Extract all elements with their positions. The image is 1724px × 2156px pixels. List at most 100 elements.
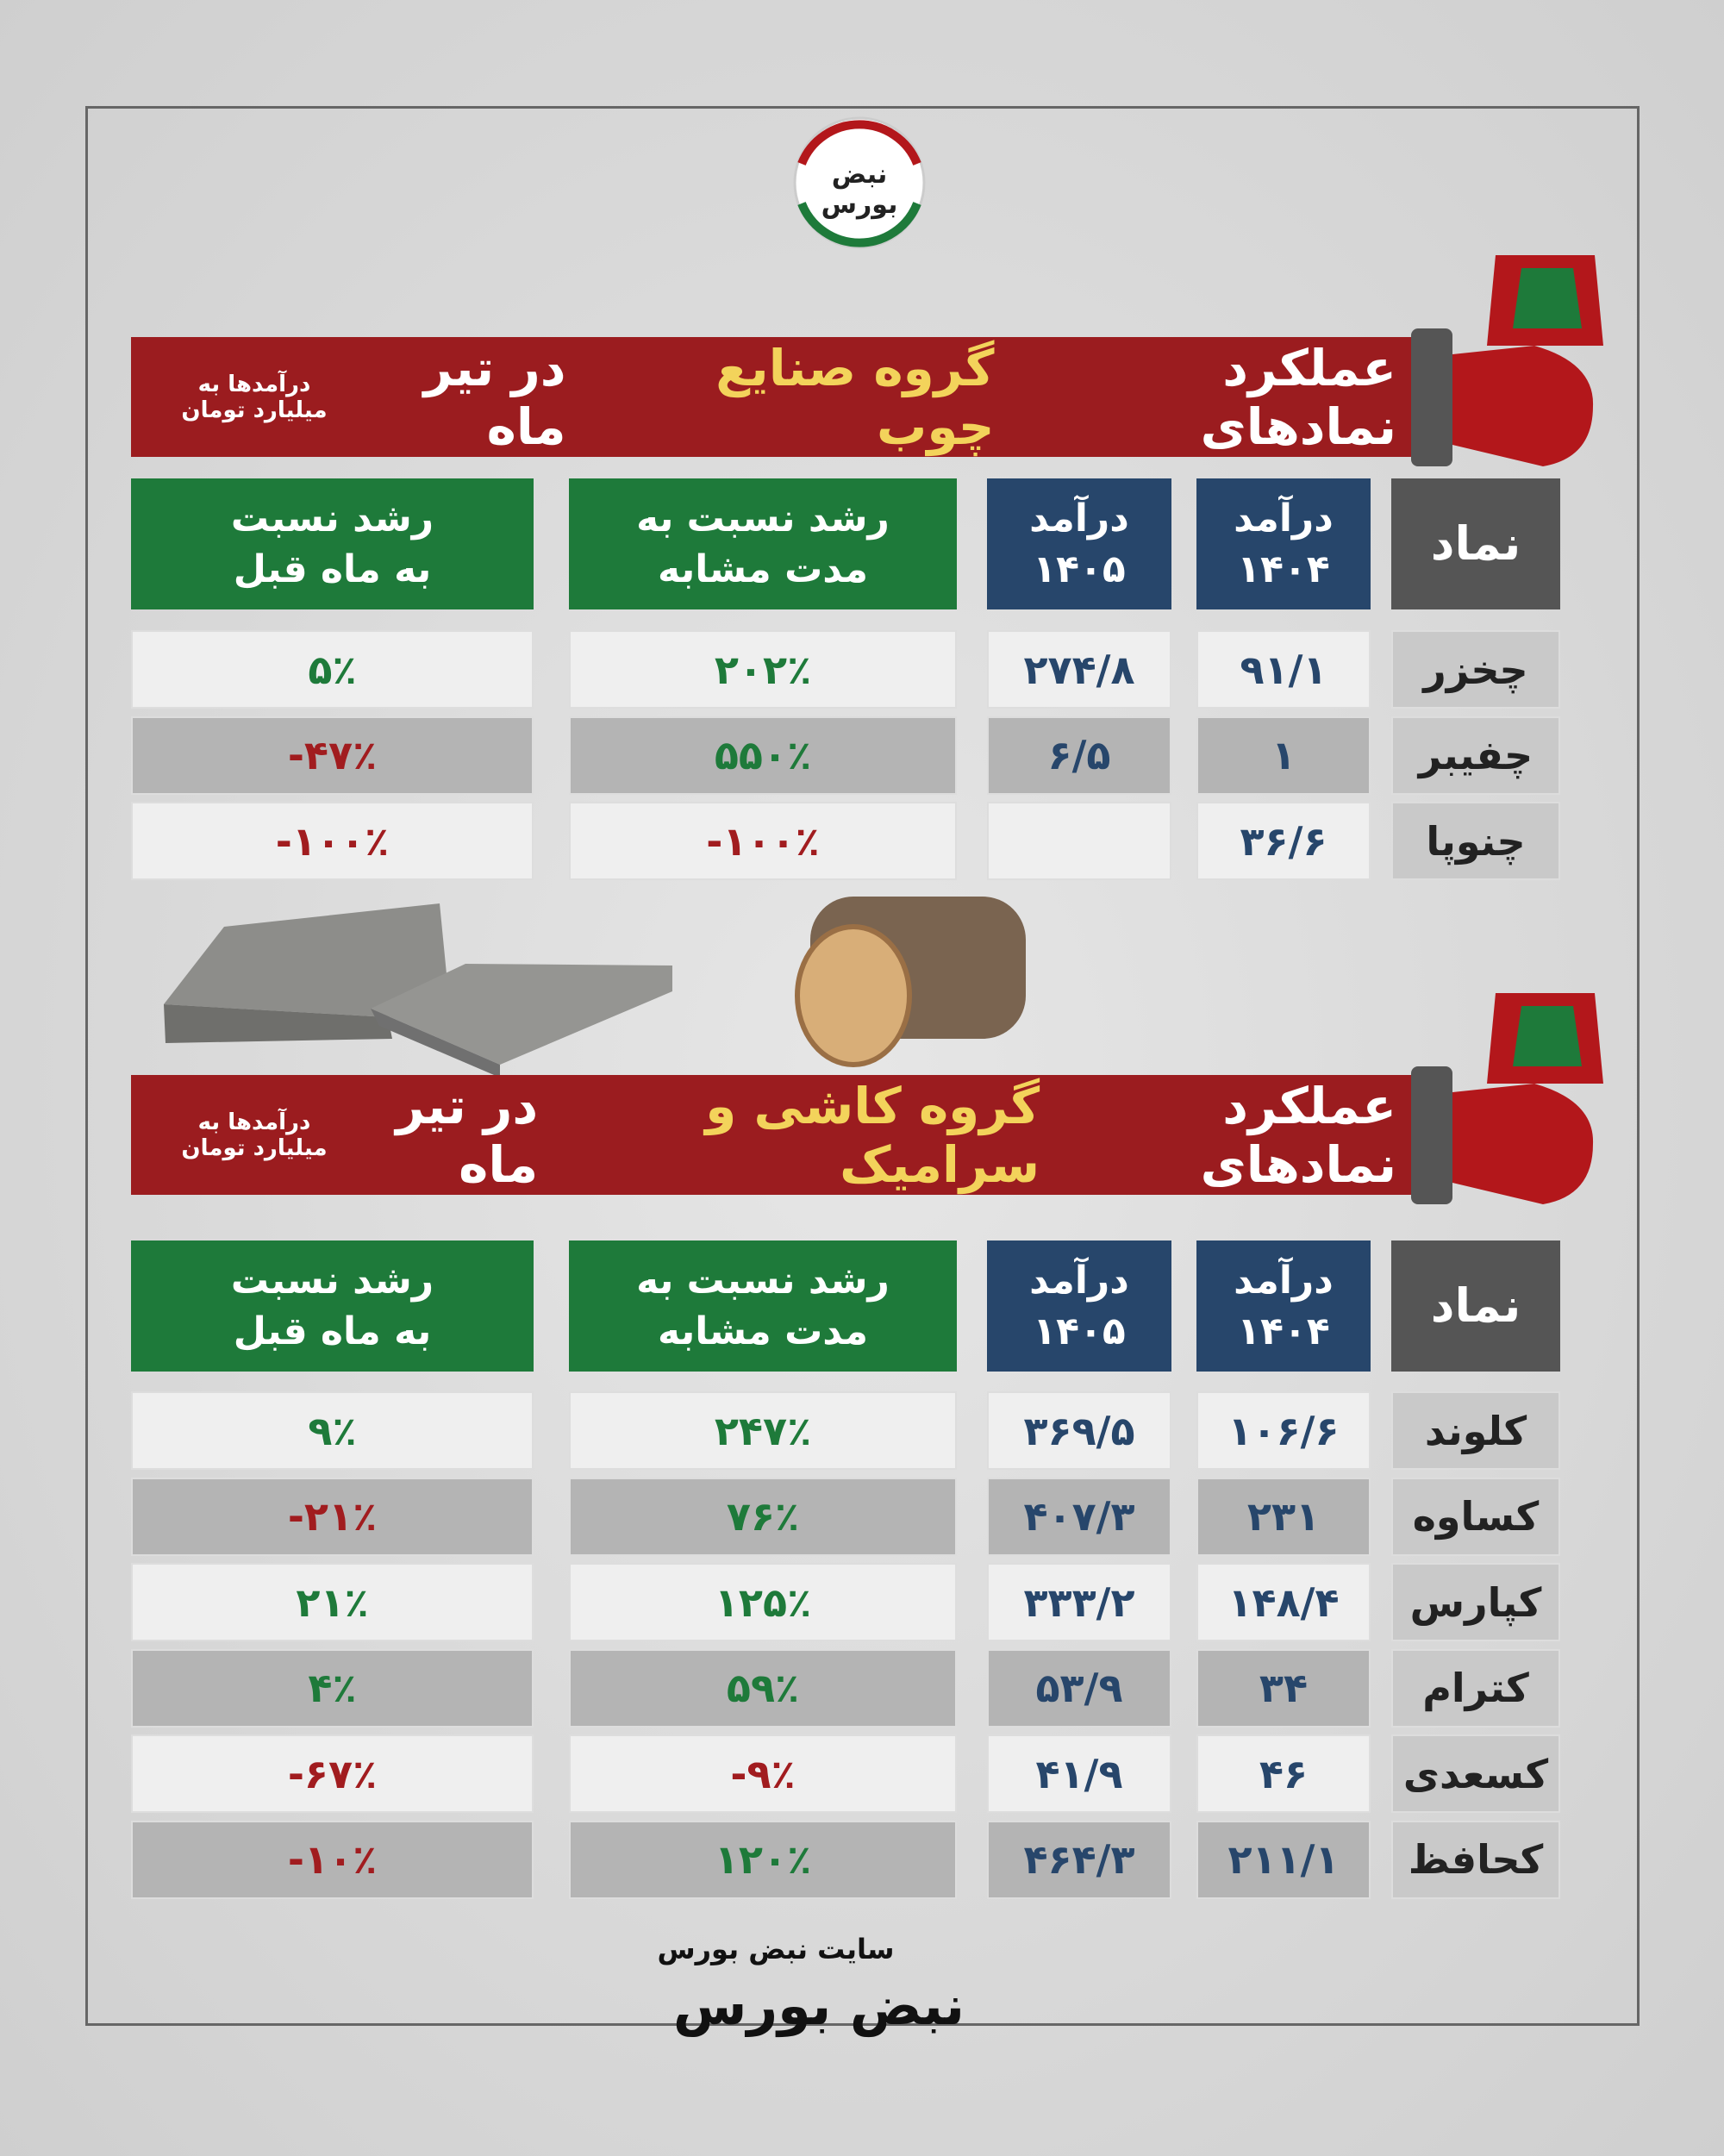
value-cell: -۱۰۰٪ (569, 802, 957, 880)
value-cell: -۱۰٪ (131, 1820, 534, 1899)
value-cell: ۳۴ (1196, 1648, 1371, 1728)
banner-note: درآمدها به میلیارد تومان (172, 359, 336, 436)
value-cell: ۱۴۸/۴ (1196, 1563, 1371, 1641)
symbol-cell: کسعدی (1391, 1734, 1560, 1813)
header-line: رشد نسبت (230, 1258, 434, 1303)
value-cell: ۴۶۴/۳ (987, 1820, 1171, 1899)
column-header: رشد نسبت به ماه قبل (131, 1240, 534, 1372)
value-cell: ۷۶٪ (569, 1477, 957, 1556)
title-part: در تیر ماه (423, 338, 566, 456)
header-line: ۱۴۰۵ (1033, 1309, 1126, 1353)
column-header: درآمد ۱۴۰۵ (987, 478, 1171, 609)
value-cell: ۱ (1196, 716, 1371, 795)
note-line: درآمدها به (197, 1109, 311, 1135)
header-line: مدت مشابه (658, 547, 868, 591)
title-part: در تیر ماه (396, 1076, 539, 1194)
value-cell: -۱۰۰٪ (131, 802, 534, 880)
value-cell: ۳۶/۶ (1196, 802, 1371, 880)
hand-cuff (1411, 328, 1452, 466)
value-cell: ۱۲۵٪ (569, 1563, 957, 1641)
value-cell: ۱۰۶/۶ (1196, 1391, 1371, 1470)
column-header: رشد نسبت به ماه قبل (131, 478, 534, 609)
column-header: درآمد ۱۴۰۵ (987, 1240, 1171, 1372)
note-line: میلیارد تومان (181, 1135, 328, 1161)
column-header: نماد (1391, 1240, 1560, 1372)
title-part: عملکرد نمادهای (1200, 1076, 1396, 1194)
value-cell: ۲۳۱ (1196, 1477, 1371, 1556)
header-line: به ماه قبل (233, 547, 432, 591)
tag-inner (1513, 1006, 1582, 1066)
value-cell: ۲۴۷٪ (569, 1391, 957, 1470)
value-cell: ۳۳۳/۲ (987, 1563, 1171, 1641)
value-cell: -۹٪ (569, 1734, 957, 1813)
column-header: درآمد ۱۴۰۴ (1196, 478, 1371, 609)
symbol-cell: کترام (1391, 1648, 1560, 1728)
value-cell: ۱۲۰٪ (569, 1820, 957, 1899)
frame (85, 106, 1640, 2026)
banner-note: درآمدها به میلیارد تومان (172, 1097, 336, 1174)
header-line: رشد نسبت به (636, 496, 890, 541)
banner-title: عملکرد نمادهای گروه کاشی و سرامیک در تیر م… (328, 1075, 1396, 1195)
symbol-cell: چنوپا (1391, 802, 1560, 880)
title-part: گروه کاشی و سرامیک (705, 1076, 1040, 1194)
footer-site: سایت نبض بورس (657, 1933, 895, 1965)
value-cell: ۵۹٪ (569, 1648, 957, 1728)
header-line: مدت مشابه (658, 1309, 868, 1353)
symbol-cell: کساوه (1391, 1477, 1560, 1556)
header-line: ۱۴۰۵ (1033, 547, 1126, 591)
header-line: رشد نسبت (230, 496, 434, 541)
value-cell: ۴۱/۹ (987, 1734, 1171, 1813)
column-header: رشد نسبت به مدت مشابه (569, 478, 957, 609)
header-line: رشد نسبت به (636, 1258, 890, 1303)
value-cell: ۶/۵ (987, 716, 1171, 795)
title-part: عملکرد نمادهای (1200, 338, 1396, 456)
value-cell: ۳۶۹/۵ (987, 1391, 1171, 1470)
note-line: درآمدها به (197, 372, 311, 397)
value-cell (987, 802, 1171, 880)
value-cell: ۴۰۷/۳ (987, 1477, 1171, 1556)
column-header: درآمد ۱۴۰۴ (1196, 1240, 1371, 1372)
column-header: رشد نسبت به مدت مشابه (569, 1240, 957, 1372)
value-cell: ۲۰۲٪ (569, 630, 957, 709)
hand (1452, 346, 1594, 466)
header-line: نماد (1430, 1278, 1521, 1333)
header-line: نماد (1430, 516, 1521, 571)
banner-title: عملکرد نمادهای گروه صنایع چوب در تیر ماه (328, 337, 1396, 457)
header-line: درآمد (1234, 1258, 1334, 1303)
header-line: ۱۴۰۴ (1237, 1309, 1330, 1353)
hand (1452, 1084, 1594, 1204)
value-cell: ۲۱٪ (131, 1563, 534, 1641)
value-cell: ۹٪ (131, 1391, 534, 1470)
header-line: درآمد (1029, 496, 1129, 541)
column-header: نماد (1391, 478, 1560, 609)
value-cell: ۵۵۰٪ (569, 716, 957, 795)
value-cell: ۲۷۴/۸ (987, 630, 1171, 709)
hand-cuff (1411, 1066, 1452, 1204)
header-line: ۱۴۰۴ (1237, 547, 1330, 591)
logo-text: نبض بورس (821, 159, 898, 220)
value-cell: -۶۷٪ (131, 1734, 534, 1813)
banner (131, 1075, 1416, 1195)
tag-inner (1513, 268, 1582, 328)
value-cell: ۲۱۱/۱ (1196, 1820, 1371, 1899)
header-line: درآمد (1029, 1258, 1129, 1303)
header-line: به ماه قبل (233, 1309, 432, 1353)
symbol-cell: کلوند (1391, 1391, 1560, 1470)
banner (131, 337, 1416, 457)
value-cell: ۹۱/۱ (1196, 630, 1371, 709)
header-line: درآمد (1234, 496, 1334, 541)
title-part: گروه صنایع چوب (715, 338, 995, 456)
value-cell: ۵۳/۹ (987, 1648, 1171, 1728)
value-cell: -۴۷٪ (131, 716, 534, 795)
value-cell: ۴٪ (131, 1648, 534, 1728)
symbol-cell: کحافظ (1391, 1820, 1560, 1899)
value-cell: ۴۶ (1196, 1734, 1371, 1813)
value-cell: ۵٪ (131, 630, 534, 709)
footer-brand: نبض بورس (672, 1974, 965, 2037)
symbol-cell: چفیبر (1391, 716, 1560, 795)
note-line: میلیارد تومان (181, 397, 328, 423)
symbol-cell: چخزر (1391, 630, 1560, 709)
value-cell: -۲۱٪ (131, 1477, 534, 1556)
